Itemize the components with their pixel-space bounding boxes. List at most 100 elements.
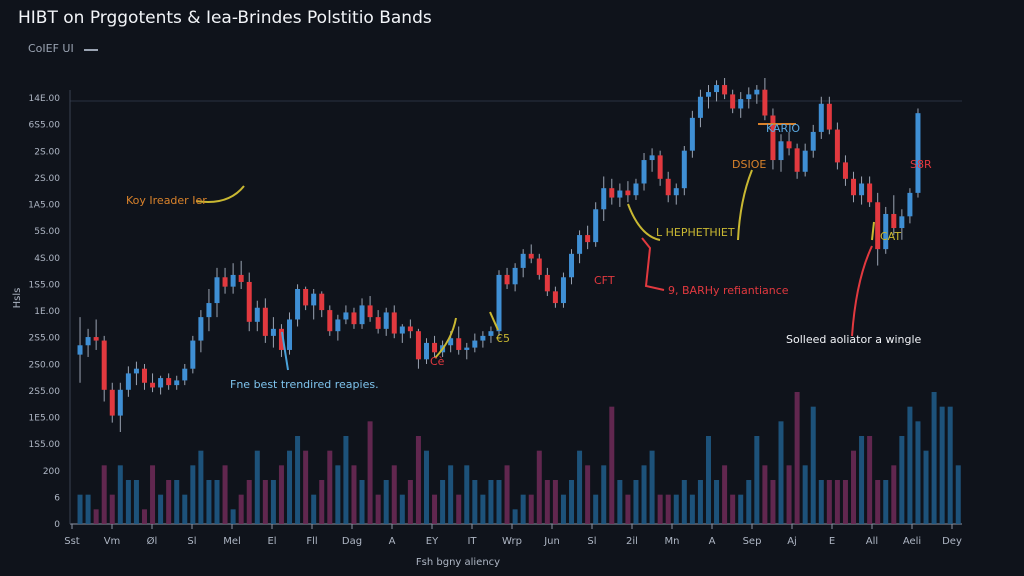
volume-bar <box>423 450 429 524</box>
candle-body <box>303 288 309 306</box>
x-tick-label: Dey <box>942 536 962 547</box>
candle-body <box>222 277 228 287</box>
volume-bar <box>133 480 139 524</box>
candle-body <box>488 331 494 336</box>
candle-body <box>552 291 558 304</box>
candle-body <box>391 312 397 334</box>
x-tick-label: Sst <box>64 536 80 547</box>
y-tick-label: 2S5.00 <box>29 387 61 397</box>
candle-body <box>601 188 607 210</box>
y-tick-label: 4S.00 <box>34 254 60 264</box>
volume-bar <box>601 465 607 524</box>
volume-bar <box>778 421 784 524</box>
volume-bar <box>907 406 913 524</box>
candle-body <box>859 183 865 196</box>
volume-bar <box>270 480 276 524</box>
y-tick-label: 6 <box>54 493 60 503</box>
arrow-hephethiet <box>627 203 661 241</box>
x-tick-label: Wrp <box>502 536 522 547</box>
volume-bar <box>343 436 349 524</box>
volume-bar <box>697 480 703 524</box>
volume-bar <box>569 480 575 524</box>
volume-bar <box>762 465 768 524</box>
candle-body <box>125 373 131 390</box>
x-tick-label: Mn <box>665 536 680 547</box>
volume-bar <box>746 480 752 524</box>
arrow-cat <box>871 221 875 241</box>
volume-bar <box>480 494 486 524</box>
candle-body <box>512 267 518 285</box>
volume-bar <box>158 494 164 524</box>
candle-body <box>536 258 542 275</box>
candle-body <box>875 202 881 250</box>
volume-bar <box>391 465 397 524</box>
volume-bar <box>625 494 631 524</box>
candle-body <box>714 85 720 93</box>
candle-body <box>657 155 663 179</box>
x-tick-label: Øl <box>147 535 158 547</box>
x-tick-label: Sep <box>743 536 762 547</box>
candle-body <box>673 188 679 196</box>
y-tick-label: 1E5.00 <box>29 414 61 424</box>
annotation-hephethiet: L HEPHETHIET <box>656 226 735 239</box>
volume-bar <box>246 480 252 524</box>
candle-body <box>319 293 325 311</box>
volume-bar <box>383 480 389 524</box>
candle-body <box>77 345 83 355</box>
y-tick-label: 5S.00 <box>34 227 60 237</box>
candle-body <box>641 160 647 184</box>
candle-body <box>278 328 284 350</box>
candle-body <box>705 92 711 97</box>
volume-bar <box>931 392 937 524</box>
y-tick-label: 1S5.00 <box>29 440 61 450</box>
x-tick-label: EY <box>426 536 439 547</box>
candle-body <box>109 389 115 416</box>
candle-body <box>141 368 147 383</box>
candle-body <box>802 150 808 172</box>
volume-bar <box>190 465 196 524</box>
candle-body <box>415 331 421 360</box>
annotation-arrows <box>195 123 875 371</box>
y-tick-label: 1E.00 <box>34 307 60 317</box>
candle-body <box>609 188 615 198</box>
volume-bar <box>915 421 921 524</box>
y-tick-label: 200 <box>43 467 60 477</box>
volume-bar <box>770 480 776 524</box>
volume-bar <box>730 494 736 524</box>
candle-body <box>464 347 470 350</box>
candle-body <box>230 274 236 287</box>
volume-bar <box>198 450 204 524</box>
candle-body <box>560 277 566 304</box>
x-tick-label: Mel <box>223 536 241 547</box>
volume-bar <box>867 436 873 524</box>
candle-body <box>794 148 800 172</box>
volume-bar <box>278 465 284 524</box>
volume-bar <box>665 494 671 524</box>
candle-body <box>625 190 631 196</box>
volume-bar <box>166 480 172 524</box>
candle-body <box>311 293 317 306</box>
candle-body <box>262 307 268 336</box>
x-axis-ticks: Sst Vm Øl Sl Mel El Fll Dag A EY IT Wrp Jun Sl 2il Mn A S… <box>64 524 962 547</box>
candle-body <box>407 326 413 332</box>
candle-body <box>891 213 897 229</box>
arrow-dsioe <box>737 169 753 241</box>
volume-bar <box>722 465 728 524</box>
volume-bar <box>947 406 953 524</box>
candle-body <box>150 382 156 388</box>
volume-bar <box>859 436 865 524</box>
candle-body <box>810 131 816 151</box>
annotation-cat: CAT <box>880 230 901 243</box>
volume-bar <box>641 465 647 524</box>
candle-body <box>472 340 478 348</box>
arrow-ce <box>434 317 457 359</box>
x-tick-label: All <box>866 536 878 547</box>
y-tick-label: 6S5.00 <box>29 121 61 131</box>
candle-body <box>697 96 703 118</box>
volume-bar <box>262 480 268 524</box>
y-tick-label: 0 <box>54 520 60 530</box>
x-tick-label: IT <box>467 536 477 547</box>
annotation-key-leader: Koy Ireader Ier <box>126 194 207 207</box>
x-tick-label: Fll <box>306 536 317 547</box>
candle-body <box>569 253 575 278</box>
